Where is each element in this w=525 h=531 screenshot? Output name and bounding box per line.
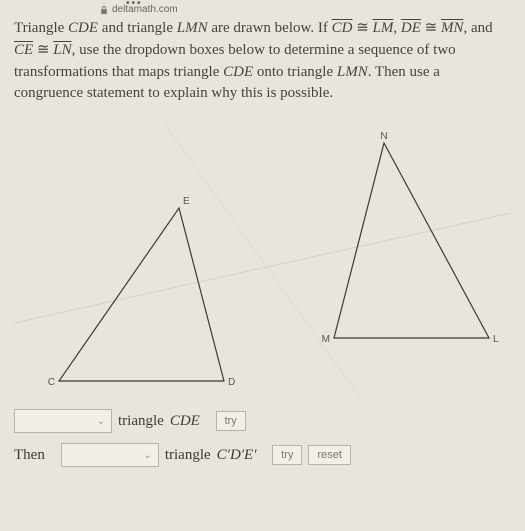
try-button-1[interactable]: try <box>216 411 246 431</box>
seg-ce: CE <box>14 42 33 58</box>
seg-ln: LN <box>53 42 71 58</box>
then-label: Then <box>14 447 45 464</box>
text: , and <box>463 20 492 36</box>
answer-row-1: ⌄ triangle CDE try <box>14 409 511 433</box>
transformation-1-dropdown[interactable]: ⌄ <box>14 409 112 433</box>
answer-row-2: Then ⌄ triangle C′D′E′ try reset <box>14 443 511 467</box>
seg-mn: MN <box>441 20 464 36</box>
svg-text:E: E <box>183 196 190 207</box>
congruent: ≅ <box>352 20 372 36</box>
svg-text:D: D <box>228 377 235 388</box>
congruent: ≅ <box>421 20 441 36</box>
try-button-2[interactable]: try <box>272 445 302 465</box>
text: triangle <box>118 413 164 430</box>
text: triangle <box>165 447 211 464</box>
chevron-down-icon: ⌄ <box>97 416 105 427</box>
math-lmn: LMN <box>177 20 208 36</box>
text: Triangle <box>14 20 68 36</box>
text: onto triangle <box>253 64 337 80</box>
math-lmn: LMN <box>337 64 368 80</box>
chevron-down-icon: ⌄ <box>143 450 151 461</box>
svg-text:N: N <box>380 131 387 142</box>
problem-statement: Triangle CDE and triangle LMN are drawn … <box>0 0 525 115</box>
transformation-2-dropdown[interactable]: ⌄ <box>61 443 159 467</box>
seg-de: DE <box>401 20 421 36</box>
text: , <box>393 20 401 36</box>
url-text: deltamath.com <box>112 4 178 15</box>
browser-url-bar: ••• deltamath.com <box>100 4 178 15</box>
text: and triangle <box>98 20 177 36</box>
text: are drawn below. If <box>208 20 332 36</box>
math-cde: CDE <box>223 64 253 80</box>
seg-cd: CD <box>332 20 353 36</box>
math-cde: CDE <box>68 20 98 36</box>
lock-icon <box>100 5 108 15</box>
figure-area: C D E L M N <box>14 123 511 403</box>
svg-text:M: M <box>322 334 330 345</box>
svg-text:C: C <box>48 377 55 388</box>
reset-button[interactable]: reset <box>308 445 350 465</box>
math-cde-prime: C′D′E′ <box>217 447 257 464</box>
math-cde: CDE <box>170 413 200 430</box>
triangles-svg: C D E L M N <box>14 123 511 403</box>
menu-dots: ••• <box>126 0 143 9</box>
seg-lm: LM <box>373 20 394 36</box>
answer-area: ⌄ triangle CDE try Then ⌄ triangle C′D′E… <box>0 403 525 483</box>
svg-text:L: L <box>493 334 499 345</box>
congruent: ≅ <box>33 42 53 58</box>
